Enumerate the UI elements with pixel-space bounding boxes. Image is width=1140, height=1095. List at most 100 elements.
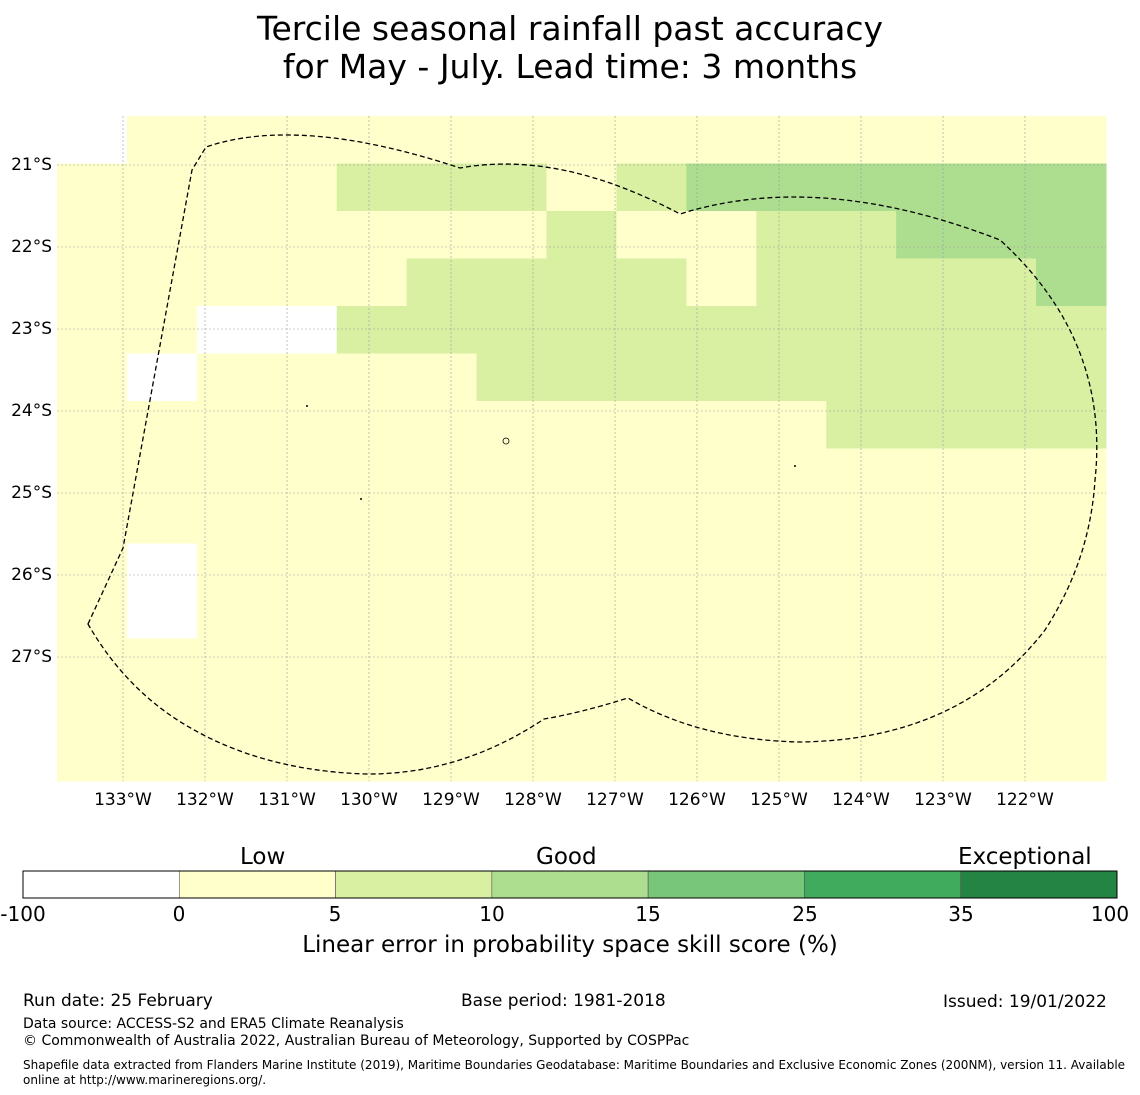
grid-cell — [126, 638, 198, 687]
grid-cell — [826, 733, 897, 782]
grid-cell — [686, 733, 757, 782]
grid-cell — [896, 401, 967, 449]
lon-label: 129°W — [422, 790, 480, 810]
grid-cell — [756, 686, 827, 734]
grid-cell — [896, 353, 967, 402]
island-marker — [794, 465, 796, 467]
grid-cell — [546, 686, 617, 734]
colorbar-tick: 15 — [635, 902, 661, 926]
grid-cell — [1036, 258, 1107, 307]
grid-cell — [756, 116, 827, 164]
base-period: Base period: 1981-2018 — [461, 991, 666, 1011]
grid-cell — [406, 163, 478, 212]
grid-cell — [826, 638, 897, 687]
grid-cell — [57, 733, 128, 782]
grid-cell — [1036, 733, 1107, 782]
lon-label: 132°W — [176, 790, 234, 810]
grid-cell — [406, 543, 478, 592]
grid-cell — [616, 638, 687, 687]
island-markers — [306, 405, 796, 500]
grid-cell — [476, 401, 548, 449]
grid-cell — [966, 638, 1037, 687]
grid-cell — [826, 496, 897, 544]
grid-cell — [336, 448, 408, 497]
grid-cell — [266, 306, 338, 354]
grid-cell — [126, 496, 198, 544]
grid-cell — [826, 163, 897, 212]
grid-cell — [406, 496, 478, 544]
grid-cell — [406, 591, 478, 639]
colorbar-category-low: Low — [240, 844, 286, 870]
grid-cell — [546, 353, 617, 402]
grid-cell — [616, 353, 687, 402]
grid-cell — [476, 258, 548, 307]
grid-cell — [686, 116, 757, 164]
grid-cell — [966, 401, 1037, 449]
grid-cell — [616, 258, 687, 307]
grid-cell — [126, 401, 198, 449]
grid-cell — [756, 163, 827, 212]
grid-cell — [616, 211, 687, 259]
grid-cell — [196, 401, 268, 449]
grid-cell — [266, 211, 338, 259]
grid-cell — [826, 543, 897, 592]
grid-cell — [476, 306, 548, 354]
grid-cell — [196, 163, 268, 212]
grid-cell — [546, 401, 617, 449]
grid-cell — [266, 686, 338, 734]
grid-cell — [966, 163, 1037, 212]
lat-label: 26°S — [11, 565, 52, 585]
colorbar — [22, 870, 1118, 899]
grid-cell — [616, 306, 687, 354]
grid-cell — [826, 306, 897, 354]
grid-cell — [406, 638, 478, 687]
lon-label: 122°W — [996, 790, 1054, 810]
grid-cell — [57, 306, 128, 354]
lat-label: 27°S — [11, 647, 52, 667]
grid-cell — [196, 353, 268, 402]
grid-cell — [896, 258, 967, 307]
grid-cell — [57, 448, 128, 497]
grid-cell — [896, 448, 967, 497]
grid-cell — [546, 211, 617, 259]
colorbar-tick: 10 — [479, 902, 505, 926]
colorbar-tick: 25 — [792, 902, 818, 926]
grid-cell — [336, 211, 408, 259]
grid-cell — [266, 163, 338, 212]
colorbar-label: Linear error in probability space skill … — [302, 932, 838, 958]
grid-cell — [1036, 543, 1107, 592]
grid-cell — [406, 116, 478, 164]
lon-label: 126°W — [668, 790, 726, 810]
grid-cell — [476, 543, 548, 592]
grid-cell — [476, 163, 548, 212]
grid-cell — [756, 543, 827, 592]
grid-cell — [546, 163, 617, 212]
grid-cell — [196, 306, 268, 354]
grid-cell — [57, 211, 128, 259]
grid-cell — [57, 258, 128, 307]
shapefile-credit-line-2: online at http://www.marineregions.org/. — [23, 1073, 267, 1087]
grid-cell — [756, 401, 827, 449]
grid-cell — [686, 686, 757, 734]
grid-cell — [826, 686, 897, 734]
lon-label: 123°W — [914, 790, 972, 810]
grid-cell — [756, 306, 827, 354]
run-date: Run date: 25 February — [23, 991, 213, 1011]
colorbar-tick: -100 — [0, 902, 46, 926]
grid-cell — [476, 116, 548, 164]
grid-cell — [1036, 116, 1107, 164]
lat-label: 23°S — [11, 319, 52, 339]
grid-cell — [896, 686, 967, 734]
colorbar-tick: 5 — [328, 902, 342, 926]
grid-cell — [756, 591, 827, 639]
colorbar-swatch — [960, 870, 1118, 899]
eez-boundary-line — [87, 134, 1098, 775]
grid-cell — [336, 306, 408, 354]
grid-cell — [966, 353, 1037, 402]
grid-cell — [126, 258, 198, 307]
grid-cell — [406, 401, 478, 449]
grid-cell — [756, 448, 827, 497]
colorbar-tick: 100 — [1090, 902, 1130, 926]
grid-cell — [1036, 163, 1107, 212]
